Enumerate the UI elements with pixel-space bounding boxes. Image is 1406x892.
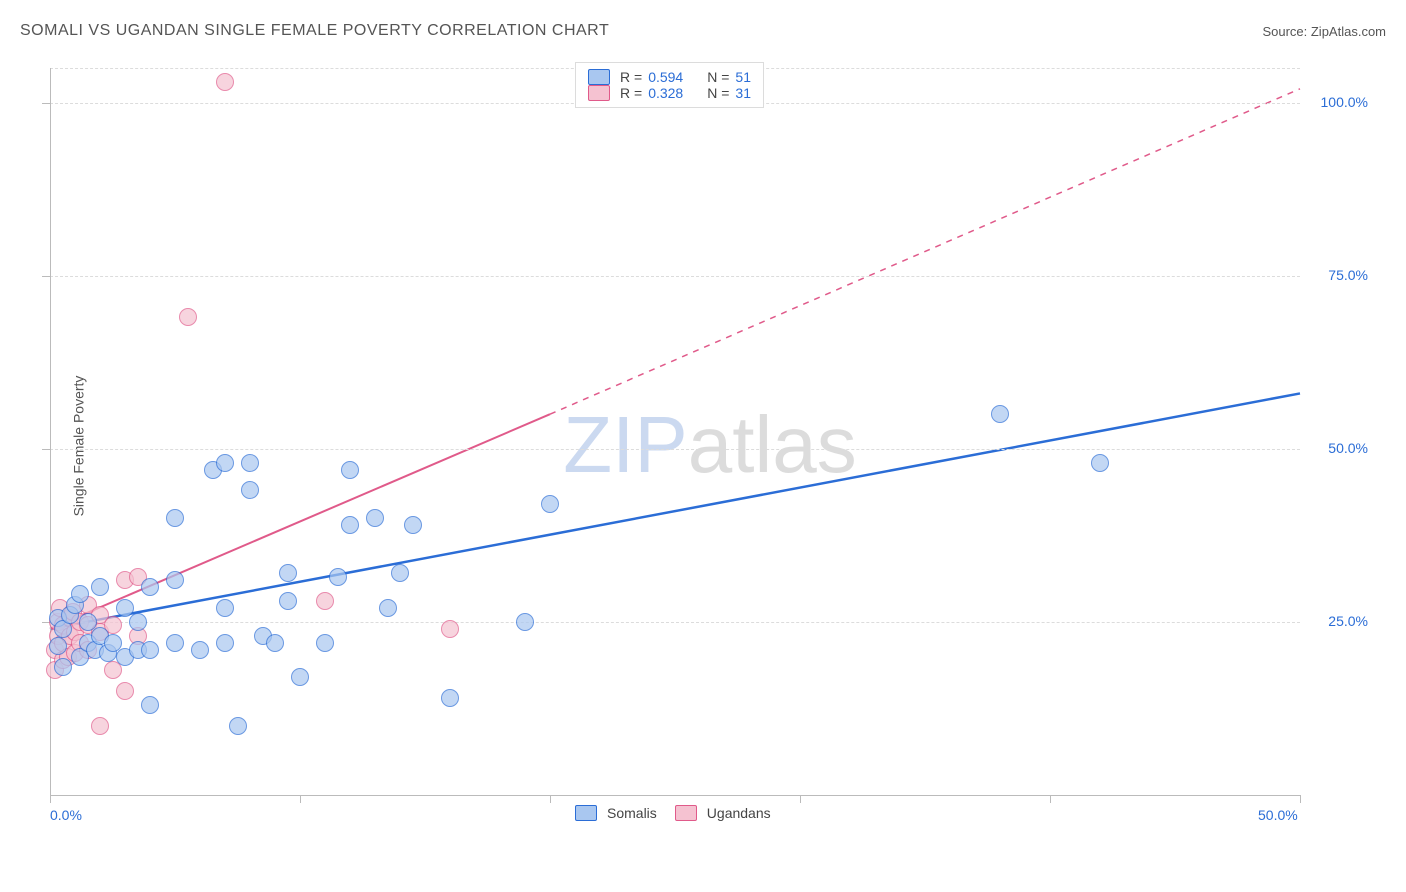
n-label: N = (707, 69, 729, 85)
somalis-point (404, 516, 422, 534)
ugandans-point (441, 620, 459, 638)
ugandans-point (316, 592, 334, 610)
somalis-point (166, 634, 184, 652)
somalis-point (216, 634, 234, 652)
somalis-point (54, 658, 72, 676)
ugandans-point (104, 661, 122, 679)
scatter-plot: ZIPatlas 25.0%50.0%75.0%100.0%0.0%50.0% (50, 60, 1370, 830)
somalis-point (441, 689, 459, 707)
x-tick (50, 795, 51, 803)
y-tick-label: 25.0% (1308, 613, 1368, 629)
somalis-point (991, 405, 1009, 423)
somalis-point (291, 668, 309, 686)
gridline (50, 449, 1300, 450)
y-tick (42, 449, 50, 450)
somalis-point (229, 717, 247, 735)
ugandans-point (216, 73, 234, 91)
somalis-point (379, 599, 397, 617)
y-axis (50, 68, 51, 795)
swatch-blue (575, 805, 597, 821)
swatch-pink (675, 805, 697, 821)
swatch-pink (588, 85, 610, 101)
trendlines-svg (50, 60, 1370, 830)
somalis-point (266, 634, 284, 652)
r-label: R = (620, 85, 642, 101)
somalis-point (141, 641, 159, 659)
x-tick (800, 795, 801, 803)
n-value-somalis: 51 (735, 69, 751, 85)
x-tick-label: 50.0% (1258, 807, 1298, 823)
gridline (50, 622, 1300, 623)
somalis-point (366, 509, 384, 527)
x-tick (550, 795, 551, 803)
somalis-point (141, 578, 159, 596)
trendline (550, 89, 1300, 414)
somalis-point (241, 454, 259, 472)
trendline (50, 393, 1300, 628)
somalis-point (191, 641, 209, 659)
somalis-point (316, 634, 334, 652)
x-tick-label: 0.0% (50, 807, 82, 823)
somalis-point (341, 461, 359, 479)
chart-header: SOMALI VS UGANDAN SINGLE FEMALE POVERTY … (20, 22, 1386, 40)
r-label: R = (620, 69, 642, 85)
r-value-somalis: 0.594 (648, 69, 683, 85)
somalis-point (91, 578, 109, 596)
ugandans-point (91, 717, 109, 735)
x-axis (50, 795, 1300, 796)
y-tick-label: 100.0% (1308, 94, 1368, 110)
somalis-point (341, 516, 359, 534)
somalis-point (71, 585, 89, 603)
somalis-point (329, 568, 347, 586)
somalis-point (129, 613, 147, 631)
n-label: N = (707, 85, 729, 101)
series-legend: Somalis Ugandans (575, 805, 771, 821)
somalis-point (216, 454, 234, 472)
legend-row-ugandans: R = 0.328 N = 31 (588, 85, 751, 101)
x-tick (300, 795, 301, 803)
correlation-legend: R = 0.594 N = 51 R = 0.328 N = 31 (575, 62, 764, 108)
somalis-point (166, 509, 184, 527)
somalis-point (541, 495, 559, 513)
legend-item-ugandans: Ugandans (675, 805, 771, 821)
ugandans-point (179, 308, 197, 326)
chart-title: SOMALI VS UGANDAN SINGLE FEMALE POVERTY … (20, 22, 609, 40)
y-tick (42, 276, 50, 277)
somalis-point (1091, 454, 1109, 472)
somalis-point (241, 481, 259, 499)
legend-label-ugandans: Ugandans (707, 805, 771, 821)
legend-label-somalis: Somalis (607, 805, 657, 821)
chart-plot-area: ZIPatlas 25.0%50.0%75.0%100.0%0.0%50.0% (50, 60, 1370, 830)
somalis-point (141, 696, 159, 714)
somalis-point (49, 637, 67, 655)
x-tick (1050, 795, 1051, 803)
somalis-point (279, 592, 297, 610)
somalis-point (279, 564, 297, 582)
y-tick-label: 50.0% (1308, 440, 1368, 456)
somalis-point (166, 571, 184, 589)
ugandans-point (116, 682, 134, 700)
source-attribution: Source: ZipAtlas.com (1262, 24, 1386, 39)
n-value-ugandans: 31 (735, 85, 751, 101)
y-tick (42, 103, 50, 104)
trendline (50, 414, 550, 629)
legend-item-somalis: Somalis (575, 805, 657, 821)
x-tick (1300, 795, 1301, 803)
y-tick-label: 75.0% (1308, 267, 1368, 283)
somalis-point (516, 613, 534, 631)
somalis-point (216, 599, 234, 617)
gridline (50, 276, 1300, 277)
legend-row-somalis: R = 0.594 N = 51 (588, 69, 751, 85)
swatch-blue (588, 69, 610, 85)
r-value-ugandans: 0.328 (648, 85, 683, 101)
somalis-point (391, 564, 409, 582)
